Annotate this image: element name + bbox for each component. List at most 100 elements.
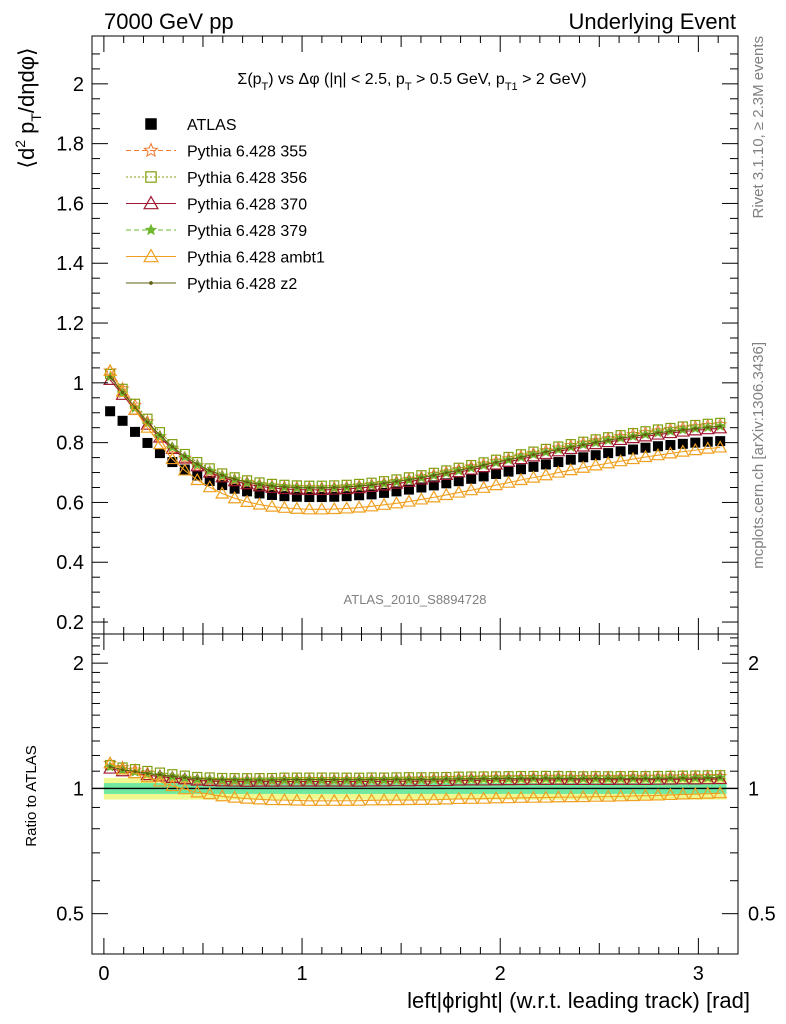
ratio-series-ambt1	[103, 756, 728, 806]
data-point-ambt1	[426, 490, 441, 503]
ratio-point-ambt1	[700, 786, 715, 799]
data-point-ambt1	[476, 480, 491, 493]
data-point-ambt1	[202, 479, 217, 493]
data-point-ATLAS	[291, 491, 302, 502]
ratio-y-axis-label: Ratio to ATLAS	[23, 745, 40, 846]
data-point-p370	[352, 480, 367, 494]
ratio-point-z2	[245, 778, 249, 782]
legend-marker-p379	[144, 223, 158, 236]
data-point-ambt1	[314, 502, 329, 515]
ratio-point-p370	[513, 772, 529, 786]
data-point-p370	[103, 372, 118, 385]
ratio-point-ambt1	[551, 790, 566, 803]
ratio-point-ambt1	[439, 792, 454, 805]
ratio-point-ambt1	[227, 790, 242, 803]
data-point-z2	[170, 445, 174, 449]
ratio-point-z2	[394, 777, 399, 781]
data-point-ATLAS	[553, 457, 564, 468]
data-point-ATLAS	[329, 491, 340, 502]
ratio-point-z2	[145, 771, 150, 776]
ratio-point-z2	[257, 778, 262, 782]
data-point-ATLAS	[217, 480, 228, 491]
data-point-ATLAS	[652, 441, 663, 452]
ratio-point-z2	[432, 777, 436, 781]
ratio-point-ambt1	[302, 793, 317, 806]
ratio-point-ambt1	[526, 790, 541, 803]
series-line-z2	[109, 376, 721, 489]
ratio-point-z2	[656, 776, 660, 780]
ratio-point-z2	[133, 769, 137, 774]
data-point-ambt1	[289, 501, 304, 514]
data-point-p370	[302, 482, 317, 495]
data-point-p370	[713, 421, 728, 434]
data-point-ambt1	[140, 420, 155, 433]
ratio-point-z2	[120, 768, 125, 772]
ratio-point-p370	[314, 774, 329, 787]
data-point-ambt1	[489, 477, 504, 491]
data-point-ATLAS	[341, 491, 352, 502]
data-point-ATLAS	[491, 469, 502, 480]
x-tick-label: 1	[296, 963, 307, 985]
x-tick-label: 0	[98, 963, 109, 985]
ratio-point-z2	[718, 775, 722, 780]
data-point-ambt1	[451, 485, 466, 498]
data-point-z2	[270, 484, 274, 488]
data-point-z2	[718, 424, 722, 428]
ratio-point-z2	[158, 773, 162, 777]
ratio-point-z2	[681, 776, 685, 780]
legend-marker-ATLAS	[145, 118, 157, 130]
y-axis-label-sup: 2	[12, 140, 28, 148]
data-point-ATLAS	[142, 437, 153, 448]
header-right: Underlying Event	[568, 9, 736, 34]
data-point-ambt1	[352, 500, 367, 513]
y-tick-label: 0.2	[56, 612, 84, 634]
ratio-point-ambt1	[613, 789, 628, 802]
ratio-point-p370	[476, 773, 491, 786]
ratio-point-ambt1	[601, 789, 616, 802]
ratio-point-z2	[506, 776, 511, 781]
data-point-ambt1	[302, 502, 317, 515]
data-point-z2	[407, 478, 411, 482]
legend-marker-p356	[145, 171, 157, 183]
data-point-ambt1	[277, 500, 292, 513]
x-tick-label: 2	[495, 963, 506, 985]
data-point-ATLAS	[503, 466, 514, 477]
y-tick-label: 0.8	[56, 433, 84, 455]
data-point-ambt1	[688, 442, 703, 456]
ratio-point-ambt1	[663, 787, 678, 801]
ratio-point-z2	[556, 776, 560, 780]
ratio-point-p370	[339, 774, 354, 787]
ratio-point-ambt1	[364, 793, 379, 806]
ratio-point-z2	[706, 776, 710, 780]
data-point-p370	[152, 430, 167, 443]
ratio-point-p370	[401, 774, 416, 787]
plot-title-part: > 0.5 GeV, p	[412, 71, 505, 88]
ratio-point-z2	[357, 778, 361, 782]
data-point-ambt1	[327, 501, 342, 515]
ratio-point-ambt1	[688, 786, 703, 800]
data-point-z2	[668, 429, 672, 433]
data-point-ambt1	[464, 482, 479, 496]
ratio-point-ambt1	[650, 788, 665, 801]
x-axis-label: left|ϕright| (w.r.t. leading track) [rad…	[407, 988, 750, 1013]
ratio-point-z2	[345, 778, 349, 782]
data-point-ambt1	[700, 441, 715, 454]
data-point-z2	[681, 428, 685, 432]
legend-item-p355: Pythia 6.428 355	[126, 142, 307, 161]
data-point-ATLAS	[540, 459, 551, 470]
ratio-point-p370	[389, 773, 404, 787]
ratio-point-p370	[638, 772, 653, 785]
ratio-point-p370	[713, 771, 728, 785]
ratio-point-ambt1	[152, 774, 167, 787]
ratio-plot-area: 0.5 0.5 1 1 2 2 0 1 2 3	[56, 633, 776, 985]
data-point-z2	[307, 486, 311, 490]
data-point-z2	[706, 425, 710, 429]
data-point-ambt1	[115, 384, 130, 397]
y-axis-label: ⟨d2 pT/dηdφ⟩	[12, 47, 44, 168]
ratio-point-z2	[208, 777, 212, 781]
legend-marker-z2	[149, 281, 153, 285]
data-point-ATLAS	[528, 461, 539, 472]
data-point-p370	[675, 424, 690, 437]
y-axis-label-part: ⟨d	[14, 148, 39, 169]
y-tick-label: 1.2	[56, 313, 84, 335]
